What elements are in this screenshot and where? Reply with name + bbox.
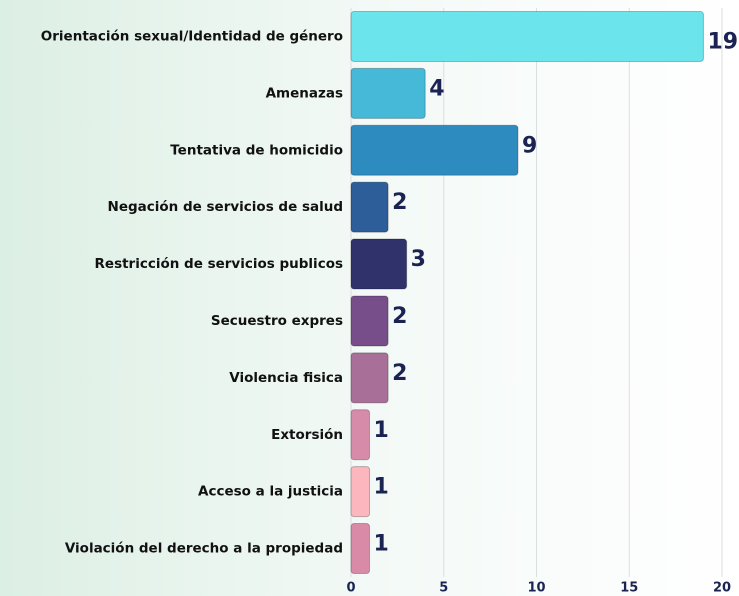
- y-tick-label: Amenazas: [266, 85, 343, 101]
- value-label: 9: [522, 133, 537, 158]
- y-tick-label: Violación del derecho a la propiedad: [65, 541, 343, 557]
- value-label: 1: [374, 532, 389, 557]
- bar: [350, 124, 519, 176]
- x-tick-label: 20: [713, 581, 731, 596]
- x-tick-label: 5: [439, 581, 448, 596]
- bar: [350, 523, 371, 575]
- x-tick-label: 15: [620, 581, 638, 596]
- y-tick-label: Tentativa de homicidio: [170, 142, 343, 158]
- bar: [350, 352, 389, 404]
- y-tick-label: Negación de servicios de salud: [108, 199, 343, 215]
- bar: [350, 67, 426, 119]
- y-tick-label: Secuestro expres: [211, 313, 343, 329]
- y-tick-label: Orientación sexual/Identidad de género: [41, 28, 343, 44]
- value-label: 3: [411, 247, 426, 272]
- value-label: 4: [429, 76, 444, 101]
- value-label: 2: [392, 304, 407, 329]
- bar: [350, 10, 704, 62]
- bar: [350, 181, 389, 233]
- x-tick-label: 10: [527, 581, 545, 596]
- y-tick-label: Acceso a la justicia: [198, 484, 343, 500]
- y-tick-label: Extorsión: [271, 427, 343, 443]
- y-tick-label: Restricción de servicios publicos: [95, 256, 343, 272]
- bar: [350, 466, 371, 518]
- x-tick-label: 0: [346, 581, 355, 596]
- value-label: 1: [374, 475, 389, 500]
- bar: [350, 295, 389, 347]
- value-label: 1: [374, 418, 389, 443]
- bar: [350, 238, 408, 290]
- y-tick-label: Violencia fisica: [229, 370, 343, 386]
- value-label: 19: [707, 29, 738, 54]
- bar: [350, 409, 371, 461]
- value-label: 2: [392, 361, 407, 386]
- value-label: 2: [392, 190, 407, 215]
